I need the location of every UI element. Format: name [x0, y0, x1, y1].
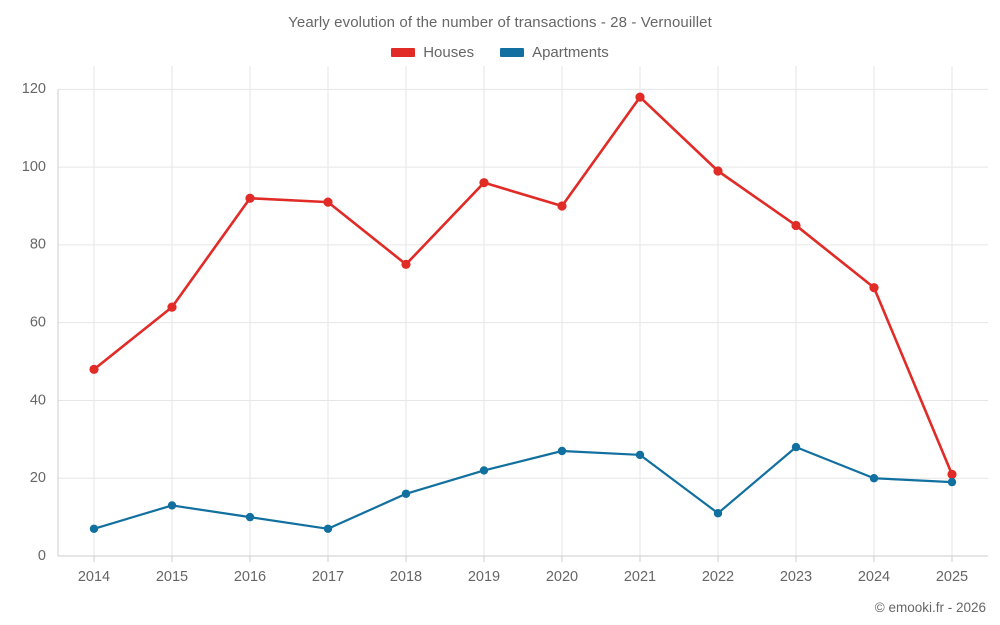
x-axis-ticks	[93, 556, 953, 562]
x-tick-label: 2024	[858, 569, 890, 585]
y-tick-label: 40	[30, 392, 46, 408]
data-point-houses-2017[interactable]	[323, 197, 333, 207]
data-point-houses-2023[interactable]	[791, 220, 801, 231]
y-tick-label: 120	[22, 81, 46, 97]
axis-lines	[57, 89, 988, 557]
x-axis-tick-labels: 2014 2015 2016 2017 2018 2019 2020 2021 2022 2023…	[78, 569, 968, 585]
x-tick-label: 2021	[624, 569, 656, 585]
data-point-houses-2015[interactable]	[167, 302, 177, 312]
data-point-apartments-2016[interactable]	[245, 512, 255, 522]
credit-text: © emooki.fr - 2026	[874, 600, 986, 615]
data-point-apartments-2014[interactable]	[89, 524, 99, 533]
x-tick-label: 2023	[780, 569, 812, 585]
series-line-houses	[92, 95, 954, 476]
data-point-apartments-2018[interactable]	[401, 489, 411, 498]
legend-item-houses[interactable]: Houses	[391, 44, 474, 61]
x-tick-label: 2016	[234, 569, 266, 585]
legend-label-houses: Houses	[423, 44, 475, 61]
y-tick-label: 80	[30, 237, 46, 253]
x-tick-label: 2017	[312, 569, 344, 585]
series-line-apartments	[92, 446, 954, 530]
y-tick-label: 0	[38, 548, 46, 564]
legend-label-apartments: Apartments	[532, 44, 609, 61]
data-point-houses-2014[interactable]	[89, 364, 99, 374]
x-tick-label: 2015	[156, 569, 188, 585]
data-point-houses-2024[interactable]	[869, 283, 879, 293]
data-point-apartments-2022[interactable]	[713, 509, 723, 518]
data-point-apartments-2025[interactable]	[947, 477, 957, 487]
x-tick-label: 2025	[936, 569, 968, 585]
data-point-houses-2018[interactable]	[401, 259, 411, 269]
data-point-apartments-2024[interactable]	[869, 474, 879, 483]
data-series-layer	[89, 92, 957, 533]
data-point-houses-2016[interactable]	[245, 193, 255, 203]
data-point-houses-2019[interactable]	[479, 178, 489, 188]
y-tick-label: 100	[22, 159, 46, 175]
legend-item-apartments[interactable]: Apartments	[500, 44, 609, 61]
data-point-apartments-2015[interactable]	[167, 501, 177, 510]
data-point-houses-2025[interactable]	[947, 469, 957, 479]
data-point-houses-2020[interactable]	[557, 201, 567, 211]
x-tick-label: 2019	[468, 569, 500, 585]
data-point-houses-2022[interactable]	[713, 166, 723, 176]
data-point-apartments-2023[interactable]	[791, 442, 801, 452]
data-point-apartments-2020[interactable]	[557, 446, 567, 456]
gridlines	[58, 66, 988, 557]
data-point-apartments-2019[interactable]	[479, 466, 489, 475]
chart-legend: Houses Apartments	[0, 44, 1000, 61]
legend-swatch-apartments	[500, 48, 525, 57]
chart-title: Yearly evolution of the number of transa…	[288, 14, 712, 31]
data-point-houses-2021[interactable]	[635, 92, 645, 102]
y-axis-tick-labels: 0 20 40 60 80 100 120	[22, 81, 46, 564]
y-tick-label: 60	[30, 314, 46, 330]
x-tick-label: 2022	[702, 569, 734, 585]
y-tick-label: 20	[30, 470, 46, 486]
legend-swatch-houses	[391, 48, 416, 57]
x-tick-label: 2014	[78, 569, 110, 585]
x-tick-label: 2018	[390, 569, 422, 585]
x-tick-label: 2020	[546, 569, 578, 585]
data-point-apartments-2017[interactable]	[323, 524, 333, 533]
data-point-apartments-2021[interactable]	[635, 450, 645, 460]
